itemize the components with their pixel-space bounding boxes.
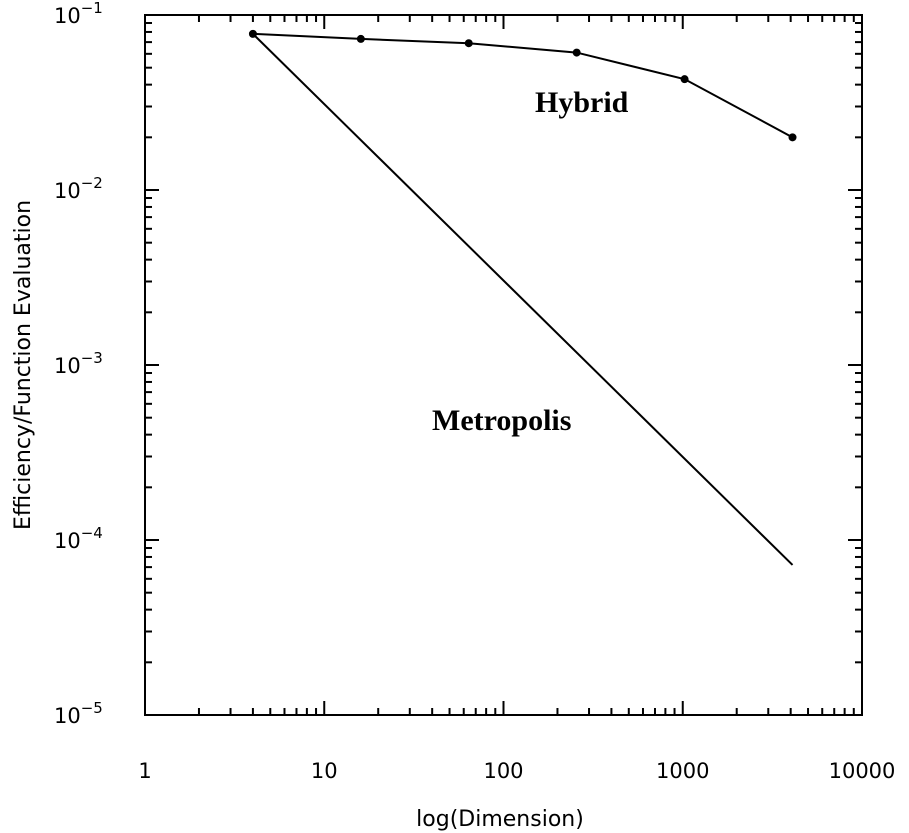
y-axis-title: Efficiency/Function Evaluation [11, 200, 36, 530]
x-axis-title: log(Dimension) [416, 807, 584, 832]
y-tick-label: 10−1 [54, 0, 103, 28]
series-annotation-metropolis: Metropolis [432, 404, 571, 437]
y-tick-label: 10−2 [54, 174, 103, 203]
data-point-hybrid [572, 48, 581, 57]
data-point-hybrid [788, 133, 797, 142]
ticks-layer [144, 15, 862, 716]
y-tick-label: 10−3 [54, 349, 103, 378]
plot-frame [144, 14, 863, 716]
data-point-hybrid [464, 39, 473, 48]
series-line-hybrid [252, 32, 793, 139]
x-tick-label: 100 [483, 759, 523, 783]
y-tick-label: 10−4 [54, 524, 103, 553]
series-annotation-hybrid: Hybrid [535, 86, 629, 119]
y-tick-label: 10−5 [54, 699, 103, 728]
x-tick-label: 10000 [829, 759, 896, 783]
data-point-hybrid [356, 34, 365, 43]
x-tick-label: 1000 [656, 759, 709, 783]
data-point-hybrid [680, 75, 689, 84]
labels-layer: 1 10 100 1000 10000 10−1 10−2 10−3 10−4 10−5 [54, 0, 895, 783]
x-tick-label: 1 [138, 759, 151, 783]
x-tick-label: 10 [311, 759, 338, 783]
series-line-metropolis [252, 33, 794, 566]
series-layer [248, 29, 797, 566]
